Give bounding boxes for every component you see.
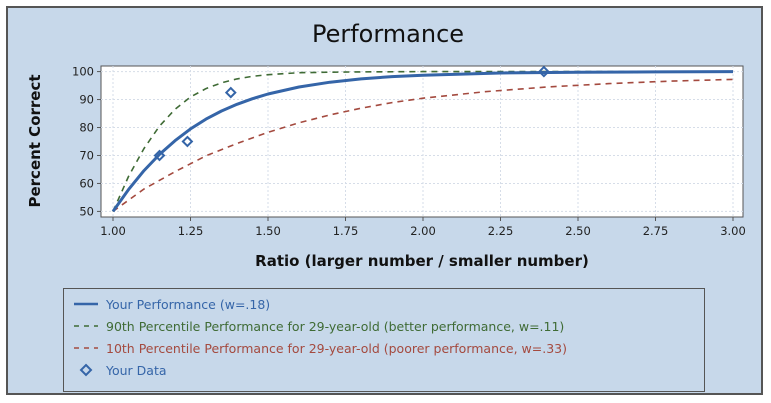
x-axis-label: Ratio (larger number / smaller number) [255,252,589,270]
x-tick-label: 1.00 [100,224,126,238]
y-tick-label: 90 [79,93,94,107]
y-tick-label: 100 [72,65,94,79]
chart-title: Performance [312,20,464,48]
legend-item-your-performance: Your Performance (w=.18) [72,293,704,315]
legend-dashed-line-icon [74,347,98,349]
x-tick-label: 2.50 [565,224,591,238]
legend-item-10th-percentile: 10th Percentile Performance for 29-year-… [72,337,704,359]
legend: Your Performance (w=.18) 90th Percentile… [63,288,705,392]
data-point-diamond [153,149,166,162]
plot-area [100,65,744,218]
x-tick-label: 1.50 [255,224,281,238]
legend-diamond-icon [79,363,93,377]
series-lines [111,70,734,213]
series-line-90th-percentile [112,70,733,212]
legend-label: Your Data [106,362,167,378]
legend-item-your-data: Your Data [72,359,704,381]
legend-label: 10th Percentile Performance for 29-year-… [106,340,567,356]
x-tick-label: 3.00 [720,224,746,238]
y-tick-label: 80 [79,121,94,135]
y-tick-label: 50 [79,204,94,218]
data-point-diamond [224,86,237,99]
legend-item-90th-percentile: 90th Percentile Performance for 29-year-… [72,315,704,337]
series-line-your-performance [111,70,734,213]
legend-label: Your Performance (w=.18) [106,296,271,312]
y-axis-label: Percent Correct [26,74,44,207]
chart-canvas: Performance 1.00 1.25 1.50 1.75 2.00 2.25 2.50… [26,20,746,270]
legend-solid-line-icon [74,302,98,306]
data-points [153,65,550,162]
legend-label: 90th Percentile Performance for 29-year-… [106,318,565,334]
chart-frame: Performance 1.00 1.25 1.50 1.75 2.00 2.25 2.50… [6,6,763,395]
x-tick-label: 2.25 [488,224,514,238]
data-point-diamond [537,65,550,78]
x-tick-label: 2.75 [643,224,669,238]
y-tick-label: 60 [79,176,94,190]
x-tick-label: 1.25 [178,224,204,238]
axis-ticks: 1.00 1.25 1.50 1.75 2.00 2.25 2.50 2.75 3.00 50 60… [72,65,746,238]
series-line-10th-percentile [112,78,734,213]
legend-dashed-line-icon [74,325,98,327]
data-point-diamond [181,135,194,148]
x-tick-label: 2.00 [410,224,436,238]
y-tick-label: 70 [79,148,94,162]
x-tick-label: 1.75 [333,224,359,238]
